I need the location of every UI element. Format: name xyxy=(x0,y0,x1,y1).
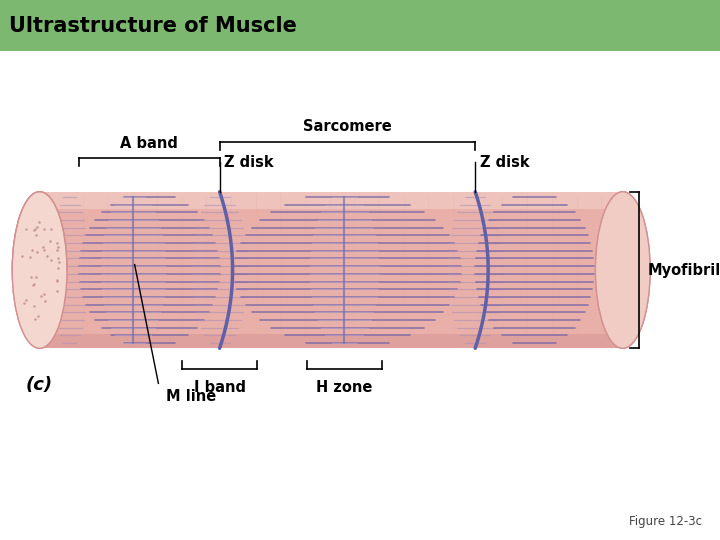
Text: I band: I band xyxy=(194,380,246,395)
Text: Ultrastructure of Muscle: Ultrastructure of Muscle xyxy=(9,16,297,36)
Bar xyxy=(40,192,623,348)
Ellipse shape xyxy=(12,192,67,348)
Ellipse shape xyxy=(12,192,67,348)
Text: Sarcomere: Sarcomere xyxy=(303,119,392,134)
Text: (c): (c) xyxy=(25,376,53,394)
Ellipse shape xyxy=(595,192,650,348)
Text: H zone: H zone xyxy=(316,380,372,395)
Text: Z disk: Z disk xyxy=(224,155,274,170)
Text: M line: M line xyxy=(166,389,216,404)
Bar xyxy=(40,334,623,348)
Text: Myofibril: Myofibril xyxy=(647,262,720,278)
Bar xyxy=(0,0,720,51)
Bar xyxy=(40,192,623,209)
Text: Figure 12-3c: Figure 12-3c xyxy=(629,515,702,528)
Text: A band: A band xyxy=(120,136,179,151)
Ellipse shape xyxy=(595,192,650,348)
Text: Z disk: Z disk xyxy=(480,155,529,170)
